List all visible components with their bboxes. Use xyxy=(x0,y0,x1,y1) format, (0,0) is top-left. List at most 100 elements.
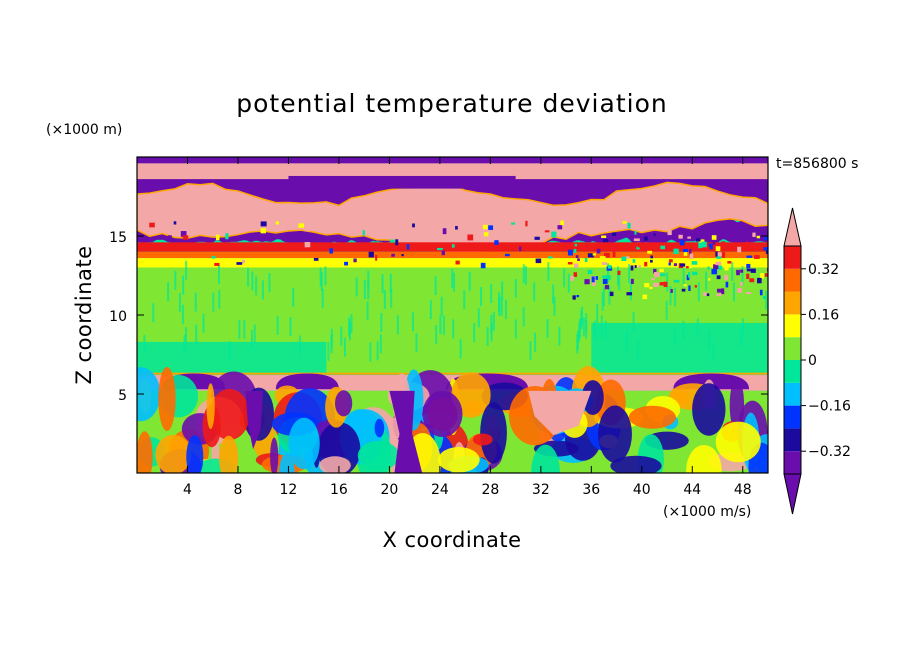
speckle xyxy=(633,238,640,242)
speckle xyxy=(673,263,677,267)
speckle xyxy=(650,259,653,263)
streak-mark xyxy=(529,341,532,361)
speckle xyxy=(634,230,637,235)
speckle xyxy=(632,259,636,263)
speckle xyxy=(737,287,743,293)
colorbar-extend-max xyxy=(783,207,802,247)
speckle xyxy=(627,222,631,229)
colorbar-extend-min xyxy=(783,473,802,515)
speckle xyxy=(757,277,762,284)
y-tick-label: 10 xyxy=(109,309,127,325)
speckle xyxy=(716,293,722,297)
streak-mark xyxy=(363,280,366,300)
speckle xyxy=(587,269,593,274)
streak-mark xyxy=(606,263,609,283)
speckle xyxy=(725,281,729,288)
speckle xyxy=(644,283,650,288)
speckle xyxy=(163,227,167,233)
streak-mark xyxy=(238,320,241,340)
eddy xyxy=(155,434,192,473)
colorbar-tick-label: −0.32 xyxy=(808,444,851,460)
speckle xyxy=(599,256,606,260)
purple-cap-1 xyxy=(275,373,339,390)
streak-mark xyxy=(547,262,550,282)
speckle xyxy=(139,245,146,248)
speckle xyxy=(711,268,718,275)
speckle xyxy=(511,222,516,225)
streak-mark xyxy=(194,292,197,312)
x-tick-label: 36 xyxy=(582,482,600,498)
layer-purple-streak xyxy=(288,175,516,189)
streak-mark xyxy=(567,273,570,293)
eddy xyxy=(206,383,215,430)
speckle xyxy=(654,271,660,278)
y-tick-label: 15 xyxy=(109,230,127,246)
streak-mark xyxy=(350,313,353,333)
streak-mark xyxy=(563,268,566,288)
eddy xyxy=(628,405,676,429)
streak-mark xyxy=(524,266,527,286)
layer-top-pink-strip xyxy=(137,163,768,180)
streak-mark xyxy=(167,282,170,302)
speckle xyxy=(659,268,664,273)
speckle xyxy=(557,225,563,230)
streak-mark xyxy=(552,284,555,304)
speckle xyxy=(682,249,689,253)
streak-mark xyxy=(480,287,483,307)
streak-mark xyxy=(178,292,181,312)
x-tick-label: 8 xyxy=(233,482,242,498)
eddy xyxy=(686,444,722,473)
y-axis-title: Z coordinate xyxy=(72,245,96,384)
speckle xyxy=(603,252,610,258)
speckle xyxy=(606,275,611,280)
speckle xyxy=(406,244,410,250)
speckle xyxy=(601,262,608,265)
streak-mark xyxy=(629,281,632,301)
speckle xyxy=(629,236,634,239)
eddy xyxy=(610,455,662,473)
speckle xyxy=(717,252,722,257)
streak-mark xyxy=(324,266,327,286)
speckle xyxy=(686,266,689,269)
colorbar: 0.32 0.16 0 −0.16 −0.32 xyxy=(783,207,851,515)
speckle xyxy=(754,248,760,252)
streak-mark xyxy=(390,288,393,308)
speckle xyxy=(683,284,687,287)
speckle xyxy=(715,261,722,266)
eddy xyxy=(598,405,632,463)
streak-mark xyxy=(522,307,525,327)
streak-mark xyxy=(705,271,708,291)
speckle xyxy=(689,262,692,269)
streak-mark xyxy=(185,260,188,280)
streak-mark xyxy=(369,342,372,362)
speckle xyxy=(329,248,333,254)
speckle xyxy=(746,255,753,258)
streak-mark xyxy=(473,323,476,343)
speckle xyxy=(591,276,595,283)
speckle xyxy=(644,236,648,241)
speckle xyxy=(617,270,621,275)
speckle xyxy=(334,245,340,248)
speckle xyxy=(716,255,721,259)
speckle xyxy=(653,233,656,236)
speckle xyxy=(679,263,686,267)
speckle xyxy=(668,262,671,266)
speckle xyxy=(534,236,540,240)
speckle xyxy=(544,230,550,233)
speckle xyxy=(275,221,280,225)
colorbar-segment xyxy=(784,360,801,383)
speckle xyxy=(649,286,653,290)
speckle xyxy=(602,278,608,285)
streak-mark xyxy=(741,266,744,286)
speckle xyxy=(765,250,768,254)
speckle xyxy=(715,251,718,257)
speckle xyxy=(746,273,750,279)
speckle xyxy=(442,228,447,235)
eddy xyxy=(335,390,353,417)
speckle xyxy=(488,225,494,230)
speckle xyxy=(603,243,607,247)
streak-mark xyxy=(349,321,352,341)
streak-mark xyxy=(381,274,384,294)
speckle xyxy=(721,251,726,258)
streak-mark xyxy=(255,276,258,296)
